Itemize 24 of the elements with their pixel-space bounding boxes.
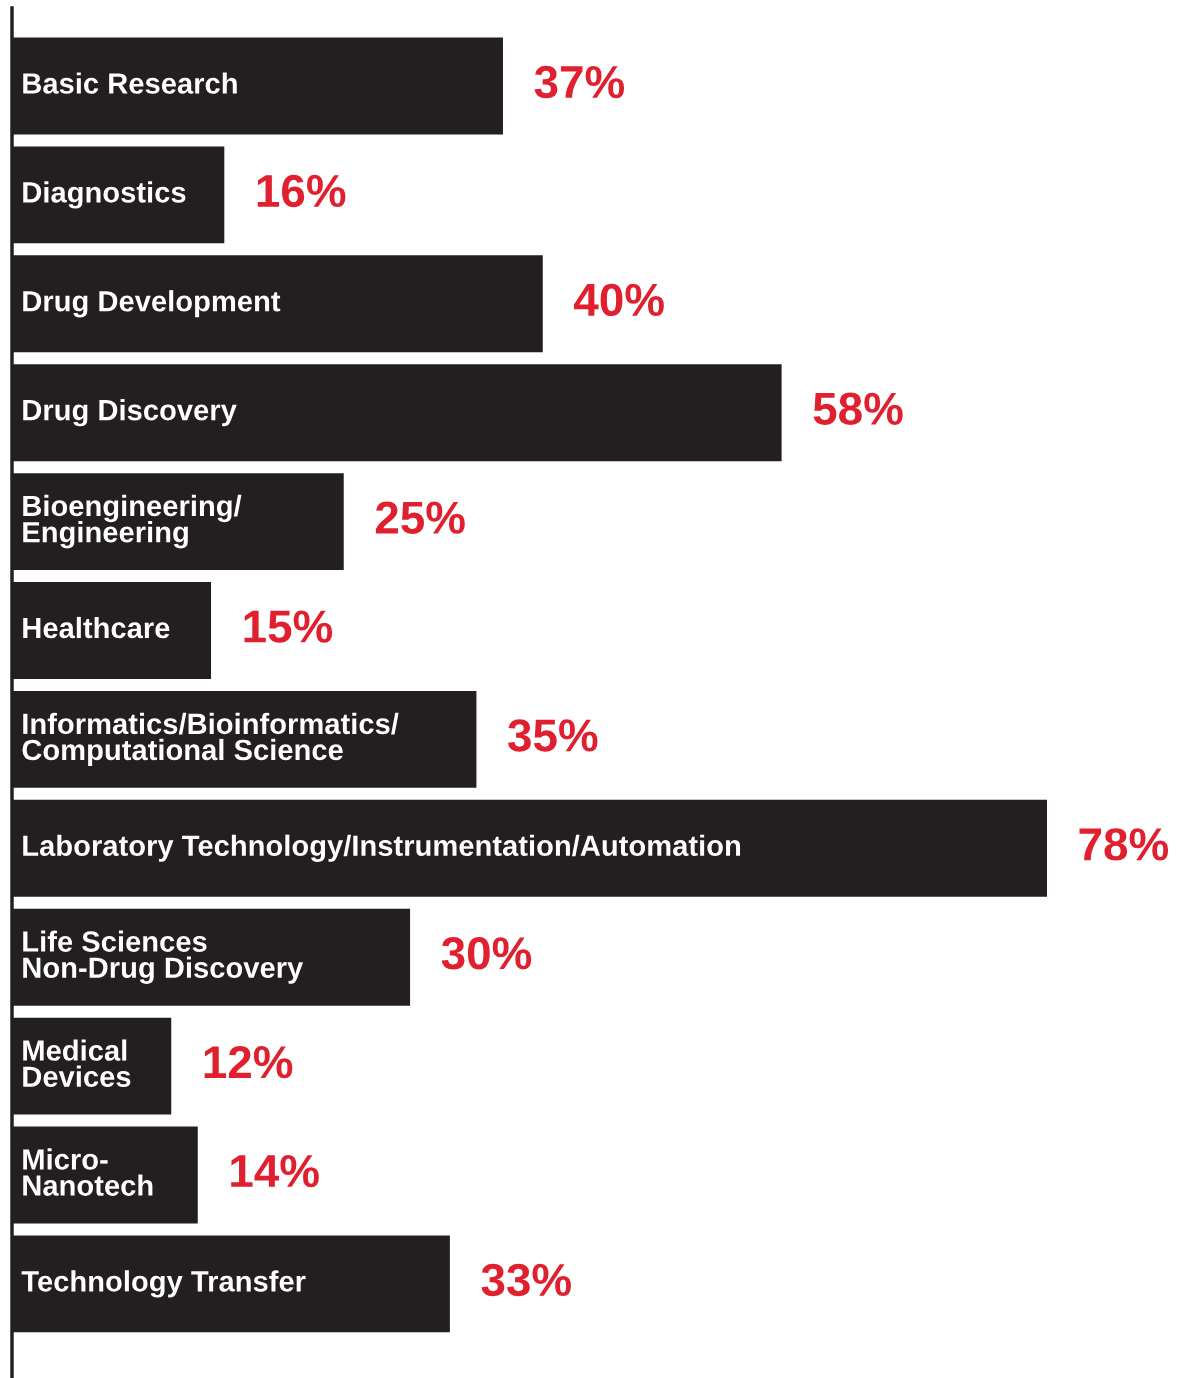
y-tick-label: Basic Research [23, 72, 237, 94]
data-label: 37% [534, 65, 625, 99]
data-label: 12% [204, 1045, 293, 1079]
y-tick-label: Informatics/Bioinformatics/ Computational Science [22, 712, 399, 767]
data-label: 78% [1079, 828, 1169, 861]
data-label: 30% [441, 937, 532, 970]
data-label: 16% [257, 174, 346, 208]
data-label: 14% [231, 1154, 319, 1188]
y-tick-label: Medical Devices [23, 1039, 131, 1087]
y-tick-label: Technology Transfer [21, 1270, 306, 1298]
y-tick-label: Laboratory Technology/Instrumentation/Automation [23, 834, 741, 862]
y-tick-label: Drug Development [23, 290, 281, 318]
data-label: 15% [244, 610, 333, 643]
data-label: 35% [508, 719, 598, 752]
data-label: 40% [574, 283, 664, 317]
data-label: 33% [481, 1263, 571, 1297]
data-label: 25% [375, 501, 465, 534]
y-tick-label: Healthcare [23, 616, 170, 639]
y-tick-label: Drug Discovery [23, 399, 237, 427]
y-tick-label: Bioengineering/ Engineering [23, 494, 242, 549]
y-tick-label: Diagnostics [23, 181, 186, 209]
y-tick-label: Life Sciences Non-Drug Discovery [23, 930, 304, 984]
data-label: 58% [813, 392, 903, 425]
y-tick-label: Micro- Nanotech [23, 1148, 153, 1196]
